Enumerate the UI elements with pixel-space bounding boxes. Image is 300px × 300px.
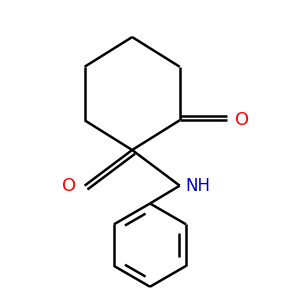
Text: NH: NH (186, 177, 211, 195)
Text: O: O (235, 111, 249, 129)
Text: O: O (61, 177, 76, 195)
